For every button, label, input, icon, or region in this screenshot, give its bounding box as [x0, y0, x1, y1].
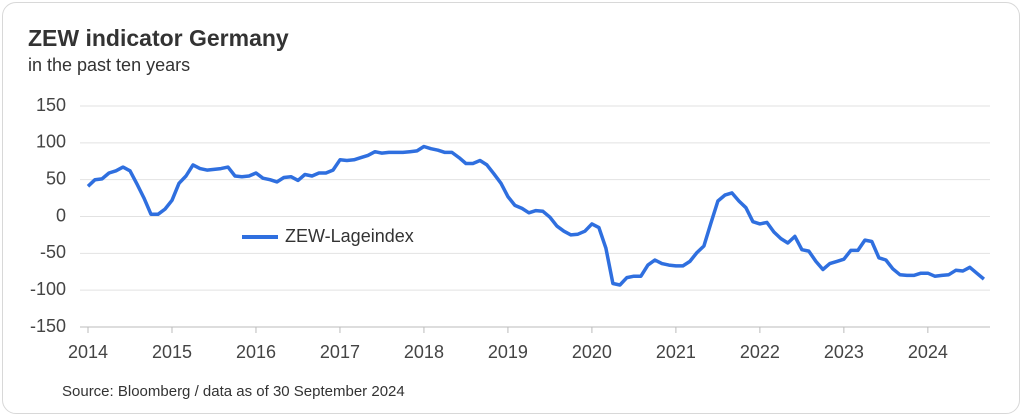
x-tick-label: 2014: [68, 342, 108, 362]
legend-label: ZEW-Lageindex: [285, 226, 414, 246]
x-tick-label: 2020: [572, 342, 612, 362]
x-tick-label: 2015: [152, 342, 192, 362]
x-tick-label: 2022: [740, 342, 780, 362]
y-tick-label: 100: [36, 132, 66, 152]
y-tick-label: -100: [30, 279, 66, 299]
card: [2, 2, 1020, 414]
y-tick-label: -50: [40, 242, 66, 262]
x-tick-label: 2019: [488, 342, 528, 362]
x-tick-label: 2017: [320, 342, 360, 362]
series-line: [86, 144, 986, 287]
y-tick-label: 150: [36, 95, 66, 115]
x-tick-label: 2021: [656, 342, 696, 362]
source: Source: Bloomberg / data as of 30 Septem…: [62, 383, 405, 400]
y-tick-label: 50: [46, 168, 66, 188]
x-tick-label: 2023: [824, 342, 864, 362]
chart-subtitle: in the past ten years: [28, 55, 190, 75]
chart-title: ZEW indicator Germany: [28, 25, 289, 51]
x-tick-label: 2024: [908, 342, 948, 362]
y-tick-label: -150: [30, 316, 66, 336]
x-tick-label: 2016: [236, 342, 276, 362]
x-tick-label: 2018: [404, 342, 444, 362]
y-tick-label: 0: [56, 205, 66, 225]
